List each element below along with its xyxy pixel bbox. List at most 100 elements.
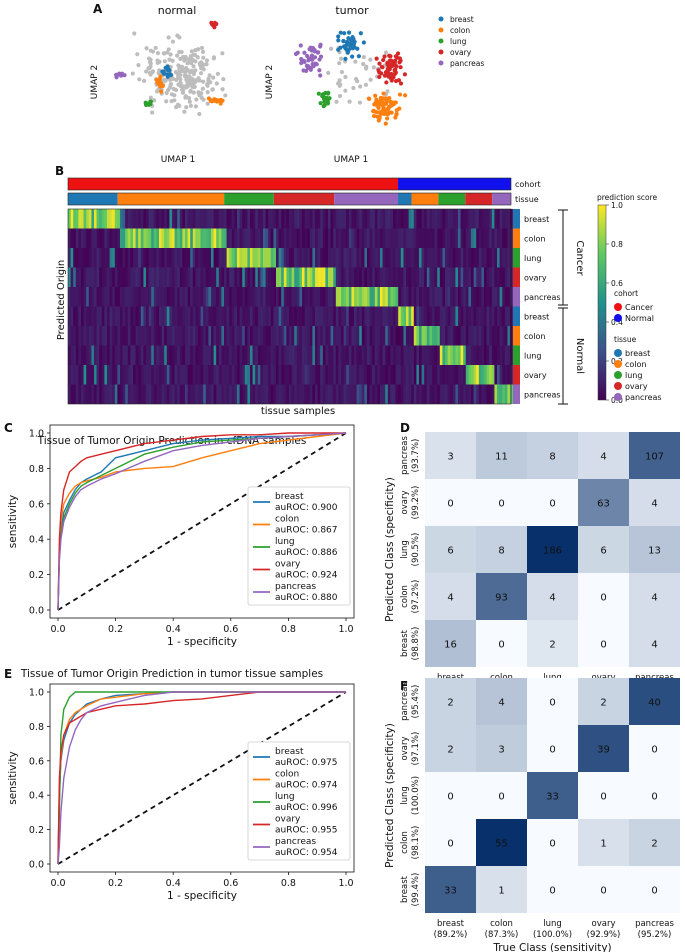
heatmap-cell — [127, 248, 131, 268]
heatmap-cell — [88, 228, 92, 248]
heatmap-cell — [133, 345, 136, 365]
umap-point-breast — [358, 31, 363, 36]
heatmap-cell — [465, 267, 469, 287]
cm-cell — [629, 620, 680, 667]
umap-point-normal — [205, 82, 210, 87]
heatmap-cell — [203, 287, 207, 307]
heatmap-cell — [429, 345, 433, 365]
heatmap-cell — [190, 287, 194, 307]
heatmap-cell — [442, 365, 446, 385]
heatmap-cell — [83, 209, 87, 229]
heatmap-cell — [255, 365, 259, 385]
heatmap-cell — [195, 345, 199, 365]
heatmap-cell — [130, 326, 134, 346]
heatmap-cell — [426, 267, 430, 287]
heatmap-cell — [486, 228, 490, 248]
heatmap-cell — [411, 287, 415, 307]
cm-value: 16 — [444, 640, 457, 651]
heatmap-cell — [359, 248, 363, 268]
heatmap-cell — [406, 228, 409, 248]
heatmap-cell — [117, 306, 121, 326]
heatmap-cell — [382, 209, 386, 229]
heatmap-cell — [172, 209, 175, 229]
heatmap-cell — [502, 287, 506, 307]
heatmap-cell — [312, 345, 316, 365]
heatmap-cell — [169, 384, 173, 404]
heatmap-cell — [86, 326, 90, 346]
heatmap-cell — [354, 287, 357, 307]
heatmap-cell — [221, 209, 225, 229]
heatmap-cell — [148, 209, 152, 229]
heatmap-cell — [153, 384, 157, 404]
row-color-lung — [513, 345, 520, 365]
heatmap-cell — [359, 228, 363, 248]
heatmap-cell — [99, 228, 103, 248]
heatmap-cell — [166, 365, 170, 385]
roc-legend-name-ovary: ovary — [275, 815, 301, 825]
umap-point-ovary — [383, 70, 389, 75]
heatmap-cell — [406, 248, 409, 268]
heatmap-cell — [203, 248, 207, 268]
heatmap-cell — [195, 267, 199, 287]
heatmap-cell — [88, 287, 92, 307]
heatmap-cell — [322, 365, 326, 385]
heatmap-cell — [122, 267, 126, 287]
heatmap-cell — [499, 267, 503, 287]
umap-point-colon — [388, 99, 393, 104]
heatmap-cell — [237, 287, 240, 307]
heatmap-cell — [361, 365, 365, 385]
heatmap-cell — [395, 326, 399, 346]
roc-ytick-label: 0.4 — [29, 791, 44, 802]
umap-point-normal — [167, 57, 172, 62]
cm-xtick-pct: (95.2%) — [638, 930, 672, 940]
heatmap-cell — [309, 306, 313, 326]
heatmap-cell — [507, 365, 511, 385]
heatmap-cell — [114, 287, 118, 307]
heatmap-cell — [146, 228, 149, 248]
heatmap-cell — [198, 326, 201, 346]
heatmap-cell — [504, 287, 508, 307]
cm-cell — [578, 573, 629, 620]
heatmap-cell — [216, 209, 220, 229]
heatmap-cell — [408, 365, 412, 385]
heatmap-legends: cohortCancerNormaltissuebreastcolonlungo… — [614, 289, 662, 402]
heatmap-cell — [322, 287, 326, 307]
heatmap-cell — [437, 365, 441, 385]
heatmap-cell — [229, 228, 233, 248]
tissue-bar-colon — [411, 193, 439, 205]
heatmap-cell — [351, 365, 355, 385]
heatmap-cell — [325, 209, 329, 229]
heatmap-cell — [187, 384, 191, 404]
heatmap-cell — [317, 384, 321, 404]
heatmap-cell — [273, 306, 277, 326]
heatmap-cell — [117, 209, 121, 229]
heatmap-cell — [315, 326, 318, 346]
heatmap-cell — [172, 287, 175, 307]
heatmap-cell — [374, 365, 378, 385]
heatmap-cell — [338, 345, 342, 365]
heatmap-cell — [250, 287, 253, 307]
heatmap-cell — [338, 287, 342, 307]
umap-point-breast — [336, 34, 341, 39]
heatmap-cell — [70, 365, 74, 385]
heatmap-cell — [289, 248, 292, 268]
heatmap-cell — [250, 306, 253, 326]
heatmap-cell — [445, 306, 448, 326]
heatmap-cell — [101, 306, 105, 326]
heatmap-cell — [452, 326, 456, 346]
umap-point-colon — [217, 98, 222, 103]
heatmap-cell — [83, 306, 87, 326]
heatmap-cell — [338, 326, 342, 346]
row-label-breast: breast — [524, 312, 549, 321]
umap-point-colon — [385, 116, 390, 121]
heatmap-cell — [179, 209, 183, 229]
cm-xtick-label: colon — [490, 919, 513, 929]
heatmap-cell — [169, 345, 173, 365]
umap-point-colon — [383, 101, 389, 106]
cm-cell — [476, 772, 527, 819]
umap-point-ovary — [389, 71, 394, 77]
cm-ytick-pct: (100.0%) — [411, 776, 421, 815]
heatmap-cell — [252, 248, 256, 268]
heatmap-cell — [255, 248, 259, 268]
umap-point-normal — [210, 87, 215, 92]
